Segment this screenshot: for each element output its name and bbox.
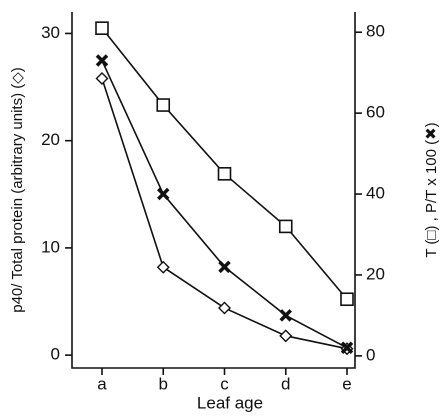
series-line xyxy=(101,27,348,300)
x-marker xyxy=(157,187,170,201)
y2-tick-label: 20 xyxy=(366,264,385,283)
y2-tick-label: 40 xyxy=(366,184,385,203)
y2-tick-label: 60 xyxy=(366,103,385,122)
x-tick-label: c xyxy=(220,374,229,393)
y-tick-label: 0 xyxy=(51,345,60,364)
square-marker xyxy=(278,219,293,234)
square-marker xyxy=(340,292,354,307)
y2-tick-label: 80 xyxy=(366,22,385,41)
y2-tick-label: 0 xyxy=(366,345,375,364)
x-tick-label: b xyxy=(159,374,168,393)
x-marker xyxy=(340,341,354,355)
square-marker xyxy=(156,98,171,112)
square-marker xyxy=(95,21,109,35)
axis-frame xyxy=(71,12,356,369)
y-tick-label: 30 xyxy=(41,23,60,42)
x-marker xyxy=(218,260,231,274)
diamond-marker xyxy=(156,260,170,274)
y2-axis-label: T (□) , P/T x 100 (✖) xyxy=(423,122,440,257)
y-tick-label: 20 xyxy=(41,130,60,149)
x-tick-label: a xyxy=(97,374,107,393)
square-marker xyxy=(217,167,232,181)
x-tick-label: d xyxy=(281,374,290,393)
x-marker xyxy=(279,309,292,322)
y-axis-label: p40/ Total protein (arbitrary units) (◇) xyxy=(9,67,26,313)
x-tick-label: e xyxy=(342,374,351,393)
diamond-marker xyxy=(279,329,293,343)
x-axis-label: Leaf age xyxy=(197,393,263,412)
diamond-marker xyxy=(218,301,231,315)
diamond-marker xyxy=(95,71,109,85)
y-tick-label: 10 xyxy=(41,237,60,256)
x-marker xyxy=(95,54,109,67)
